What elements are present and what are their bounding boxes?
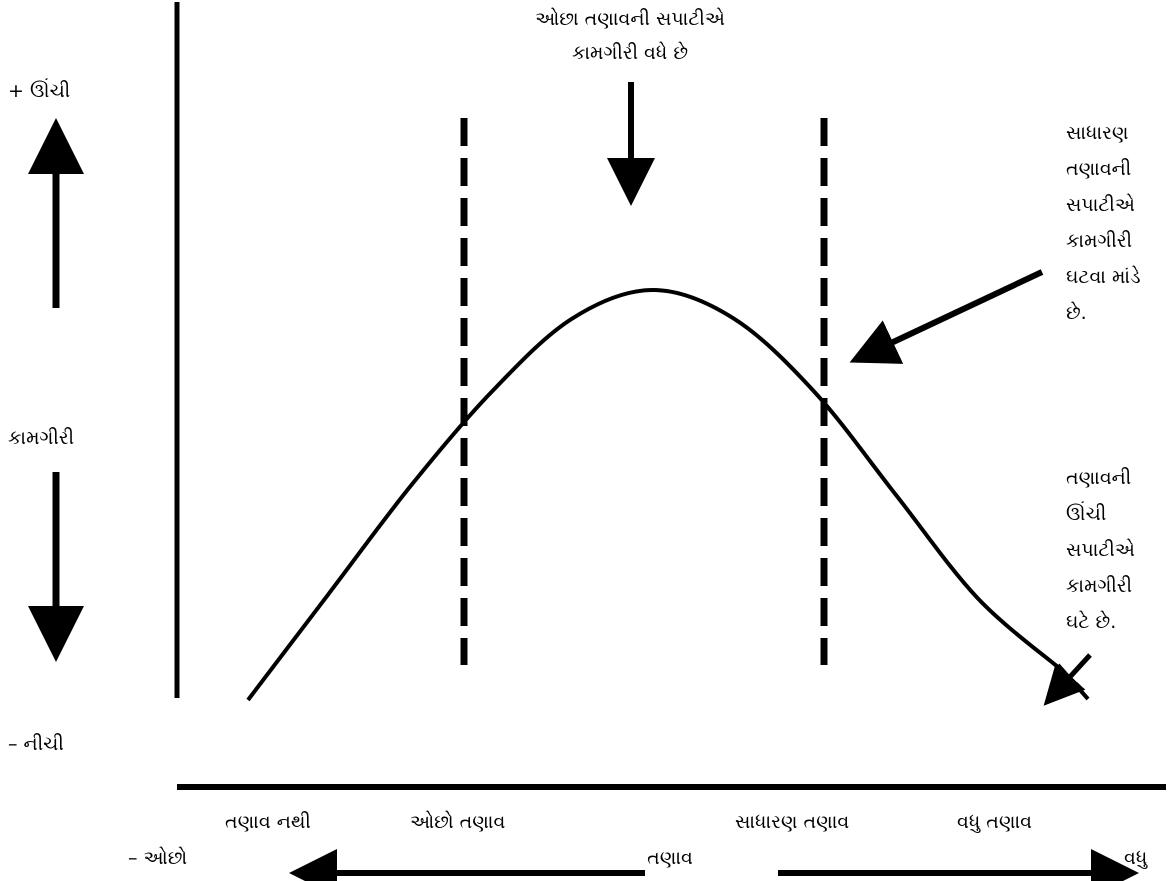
y-high-label: + ઊંચી [8, 80, 71, 102]
top-annotation-line-2: કામગીરી વધે છે [571, 42, 689, 64]
right-upper-arrow-icon [849, 269, 1044, 364]
x-zone-label-high-stress: વધુ તણાવ [957, 811, 1032, 833]
x-more-label: વધુ [1124, 847, 1148, 869]
right-upper-annotation-line: ઘટવા માંડે [1066, 266, 1141, 288]
top-annotation-line-1: ઓછા તણાવની સપાટીએ [535, 8, 725, 30]
right-lower-annotation-line: તણાવની [1066, 467, 1132, 489]
cross-mark-icon [1056, 663, 1090, 701]
right-lower-annotation-line: સપાટીએ [1066, 539, 1135, 561]
right-lower-annotation-line: ઊંચી [1066, 503, 1107, 525]
right-lower-annotation-line: કામગીરી [1066, 575, 1133, 597]
right-upper-annotation-line: તણાવની [1066, 158, 1132, 180]
right-upper-annotation-line: સાધારણ [1066, 122, 1129, 144]
x-zone-label-low-stress: ઓછો તણાવ [410, 811, 506, 833]
x-axis-title: તણાવ [647, 847, 693, 869]
right-upper-annotation-line: છે. [1066, 302, 1087, 324]
x-less-label: – ઓછો [128, 847, 188, 869]
y-low-label: – નીચી [8, 733, 64, 755]
performance-curve [246, 287, 1060, 702]
right-lower-annotation-line: ઘટે છે. [1066, 611, 1117, 633]
right-upper-annotation-line: સપાટીએ [1066, 194, 1135, 216]
y-axis-title: કામગીરી [8, 427, 75, 449]
x-zone-label-moderate-stress: સાધારણ તણાવ [735, 811, 850, 833]
x-zone-label-no-stress: તણાવ નથી [225, 811, 311, 833]
right-upper-annotation-line: કામગીરી [1066, 230, 1133, 252]
